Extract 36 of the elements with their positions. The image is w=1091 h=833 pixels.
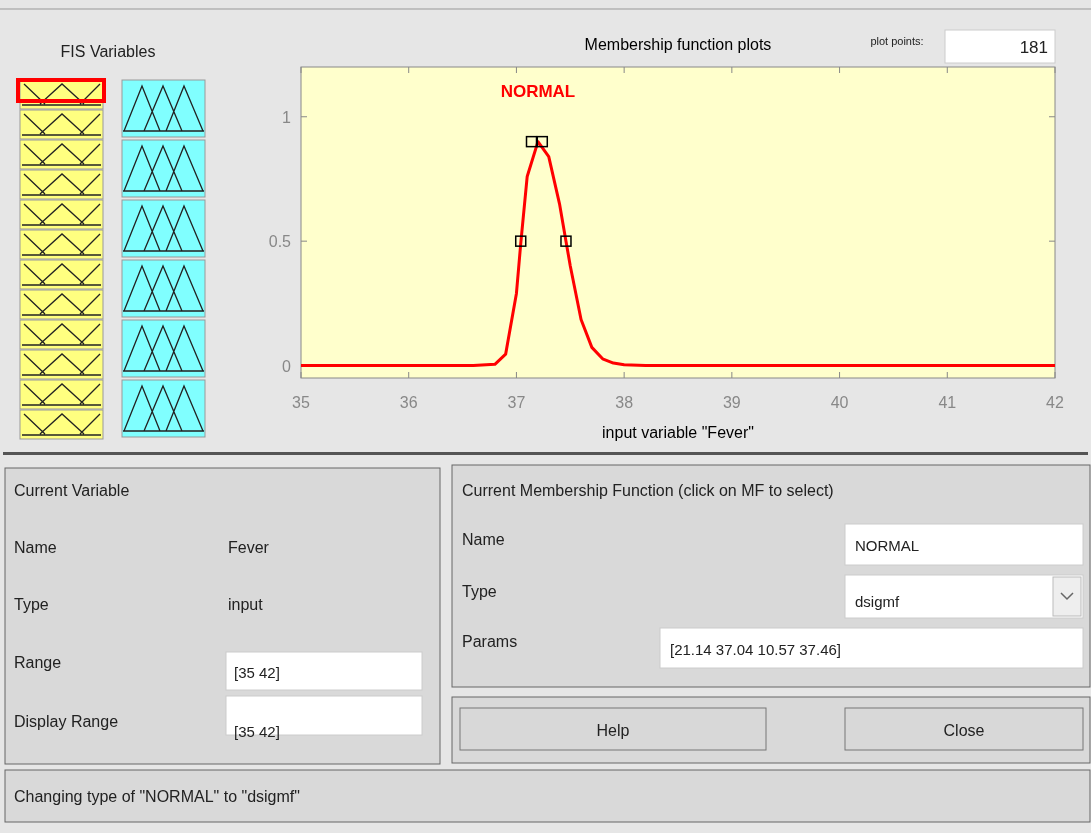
text: Type xyxy=(14,596,49,613)
text: Fever xyxy=(228,539,270,556)
text: Help xyxy=(596,722,630,739)
text: Type xyxy=(462,583,497,600)
text: NORMAL xyxy=(855,537,920,554)
text: FIS Variables xyxy=(60,43,156,60)
text: 181 xyxy=(1019,38,1048,57)
text: Display Range xyxy=(14,713,119,730)
text: Current Membership Function (click on MF to select) xyxy=(462,482,834,499)
text: Changing type of "NORMAL" to "dsigmf" xyxy=(14,788,300,805)
x-tick-label: 39 xyxy=(722,394,741,411)
x-tick-label: 38 xyxy=(615,394,634,411)
text: Params xyxy=(462,633,518,650)
y-tick-label: 1 xyxy=(282,108,292,126)
text: Current Variable xyxy=(14,482,130,499)
text: [21.14 37.04 10.57 37.46] xyxy=(670,641,841,658)
y-tick-label: 0 xyxy=(282,357,292,375)
text: NORMAL xyxy=(500,82,576,101)
text: [35 42] xyxy=(234,664,280,681)
text: Range xyxy=(14,654,62,671)
x-tick-label: 35 xyxy=(292,394,310,411)
x-tick-label: 42 xyxy=(1046,394,1064,411)
x-tick-label: 40 xyxy=(830,394,849,411)
x-tick-label: 41 xyxy=(938,394,957,411)
text: Name xyxy=(462,531,505,548)
text: dsigmf xyxy=(855,593,901,610)
x-tick-label: 36 xyxy=(399,394,418,411)
x-tick-label: 37 xyxy=(507,394,526,411)
y-tick-label: 0.5 xyxy=(268,233,292,251)
x-axis-title: input variable "Fever" xyxy=(602,424,754,441)
text: Name xyxy=(14,539,57,556)
text: plot points: xyxy=(870,35,924,47)
text: Close xyxy=(943,722,985,739)
text: input xyxy=(228,596,264,613)
text: [35 42] xyxy=(234,723,280,740)
chart-title: Membership function plots xyxy=(584,36,772,53)
